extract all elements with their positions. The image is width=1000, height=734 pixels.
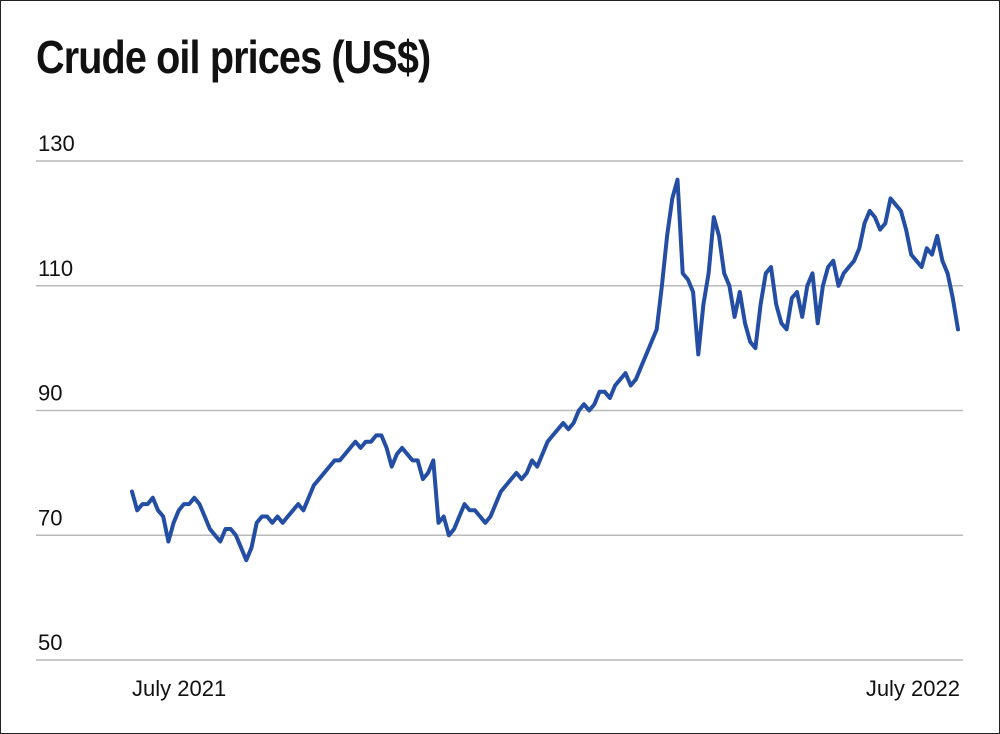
y-tick-label: 110 xyxy=(38,256,73,281)
y-axis-tick-labels: 130 110 90 70 50 xyxy=(38,131,75,655)
y-tick-label: 50 xyxy=(38,630,62,655)
y-tick-label: 70 xyxy=(38,505,62,530)
gridlines xyxy=(36,160,963,661)
x-tick-label: July 2022 xyxy=(866,676,960,701)
series-layer xyxy=(130,177,960,563)
y-tick-label: 130 xyxy=(38,131,75,156)
price-series-line xyxy=(130,177,960,563)
x-axis-tick-labels: July 2021 July 2022 xyxy=(132,676,960,701)
y-tick-label: 90 xyxy=(38,381,62,406)
chart-title: Crude oil prices (US$) xyxy=(36,31,431,83)
x-tick-label: July 2021 xyxy=(132,676,226,701)
